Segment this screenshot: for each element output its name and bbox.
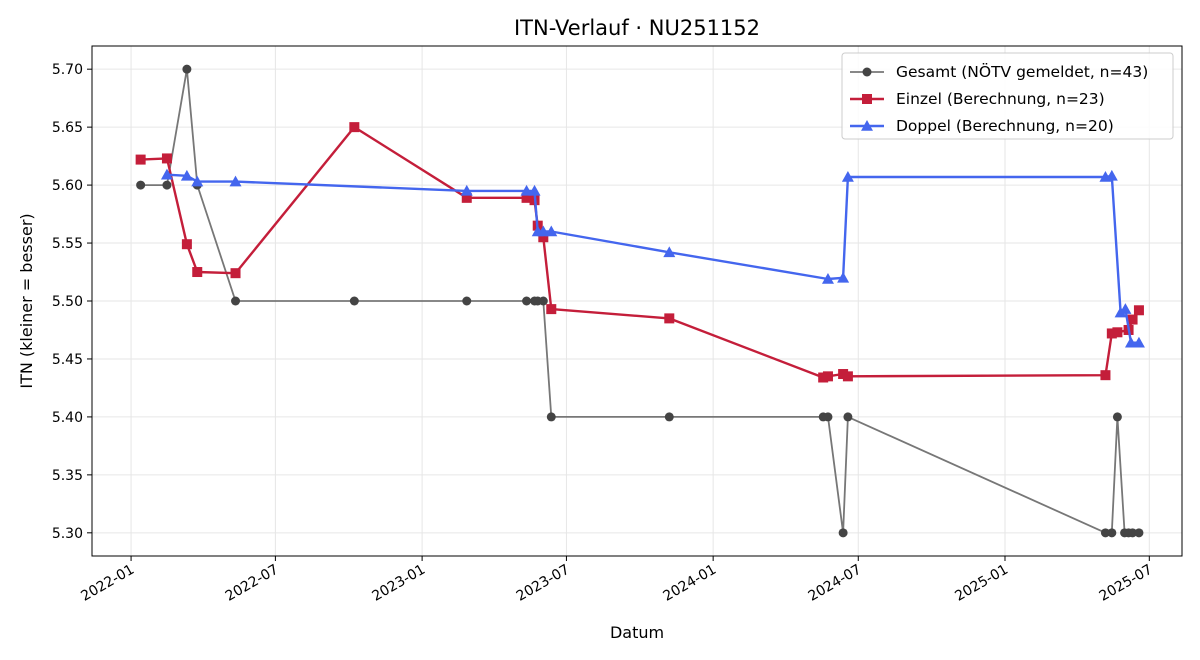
einzel-point xyxy=(161,153,172,164)
series-layer xyxy=(135,64,1145,538)
doppel-point xyxy=(460,184,473,196)
einzel-point xyxy=(822,371,833,382)
legend-box xyxy=(841,52,1174,140)
y-tick-label: 5.45 xyxy=(52,352,83,368)
doppel-point xyxy=(191,175,204,187)
gesamt-point xyxy=(522,296,532,306)
einzel-point xyxy=(181,239,192,250)
legend-marker-gesamt xyxy=(862,67,872,77)
einzel-point xyxy=(230,268,241,279)
chart-title: ITN-Verlauf · NU251152 xyxy=(514,16,760,40)
doppel-point xyxy=(545,225,558,237)
einzel-point xyxy=(538,232,549,243)
gesamt-series xyxy=(136,64,1144,538)
gesamt-point xyxy=(231,296,241,306)
x-axis-label: Datum xyxy=(610,623,664,642)
einzel-point xyxy=(1100,370,1111,381)
gesamt-point xyxy=(182,64,192,74)
einzel-point xyxy=(842,371,853,382)
gesamt-point xyxy=(136,180,146,190)
doppel-point xyxy=(229,175,242,187)
gesamt-point xyxy=(843,412,853,422)
gesamt-point xyxy=(162,180,172,190)
doppel-point xyxy=(841,170,854,182)
x-tick-label: 2025-01 xyxy=(952,562,1011,605)
doppel-line xyxy=(166,173,1139,344)
x-tick-label: 2023-07 xyxy=(514,562,573,605)
einzel-line xyxy=(140,125,1140,379)
y-tick-label: 5.40 xyxy=(52,410,83,426)
doppel-series xyxy=(160,168,1145,348)
x-tick-label: 2023-01 xyxy=(369,562,428,605)
legend-label-gesamt: Gesamt (NÖTV gemeldet, n=43) xyxy=(896,62,1148,81)
y-tick-label: 5.60 xyxy=(52,178,83,194)
gesamt-point xyxy=(823,412,833,422)
doppel-point xyxy=(160,168,173,180)
legend-marker-doppel xyxy=(861,120,873,131)
gesamt-line xyxy=(140,68,1139,534)
einzel-point xyxy=(1127,314,1138,325)
gesamt-point xyxy=(664,412,674,422)
doppel-point xyxy=(520,184,533,196)
doppel-point xyxy=(1105,169,1118,181)
einzel-point xyxy=(664,313,675,324)
einzel-point xyxy=(521,192,532,203)
doppel-point xyxy=(1124,336,1137,348)
einzel-point xyxy=(192,267,203,278)
einzel-point xyxy=(349,122,360,133)
gesamt-point xyxy=(1128,528,1138,538)
einzel-point xyxy=(1112,327,1123,338)
legend-entry-einzel: Einzel (Berechnung, n=23) xyxy=(850,90,1105,108)
y-tick-label: 5.70 xyxy=(52,62,83,78)
legend-label-doppel: Doppel (Berechnung, n=20) xyxy=(896,117,1114,135)
doppel-point xyxy=(1119,303,1132,314)
gesamt-point xyxy=(1134,528,1144,538)
einzel-point xyxy=(135,154,146,165)
y-tick-label: 5.50 xyxy=(52,294,83,310)
y-tick-label: 5.30 xyxy=(52,526,83,542)
legend-entry-gesamt: Gesamt (NÖTV gemeldet, n=43) xyxy=(850,62,1148,81)
gesamt-point xyxy=(546,412,556,422)
gesamt-point xyxy=(838,528,848,538)
y-tick-label: 5.35 xyxy=(52,468,83,484)
einzel-point xyxy=(1133,305,1144,316)
einzel-point xyxy=(1106,328,1117,339)
legend-marker-einzel xyxy=(862,94,872,104)
doppel-point xyxy=(528,184,541,196)
doppel-point xyxy=(537,225,550,237)
y-tick-label: 5.65 xyxy=(52,120,83,136)
gesamt-point xyxy=(538,296,548,306)
grid xyxy=(92,46,1182,556)
gesamt-point xyxy=(349,296,359,306)
gesamt-point xyxy=(1107,528,1117,538)
gesamt-point xyxy=(462,296,472,306)
einzel-point xyxy=(546,304,557,315)
x-tick-label: 2022-07 xyxy=(223,562,282,605)
x-tick-label: 2025-07 xyxy=(1097,562,1156,605)
doppel-point xyxy=(663,246,676,258)
x-tick-label: 2022-01 xyxy=(78,562,137,605)
doppel-point xyxy=(1132,336,1145,348)
x-tick-label: 2024-01 xyxy=(660,562,719,605)
legend-label-einzel: Einzel (Berechnung, n=23) xyxy=(896,90,1105,108)
gesamt-point xyxy=(1112,412,1122,422)
y-tick-label: 5.55 xyxy=(52,236,83,252)
doppel-point xyxy=(821,272,834,284)
x-axis-ticks: 2022-01 2022-07 2023-01 2023-07 2024-01 2024-… xyxy=(78,556,1155,605)
gesamt-point xyxy=(1100,528,1110,538)
y-axis-ticks: 5.30 5.35 5.40 5.45 5.50 5.55 5.60 5.65 5.70 xyxy=(52,62,92,542)
doppel-point xyxy=(837,271,850,283)
x-tick-label: 2024-07 xyxy=(806,562,865,605)
y-axis-label: ITN (kleiner = besser) xyxy=(17,213,36,388)
legend-entry-doppel: Doppel (Berechnung, n=20) xyxy=(850,117,1114,135)
einzel-point xyxy=(461,192,472,203)
doppel-point xyxy=(180,169,193,181)
legend: Gesamt (NÖTV gemeldet, n=43) Einzel (Bere… xyxy=(841,52,1174,140)
einzel-series xyxy=(135,122,1144,383)
